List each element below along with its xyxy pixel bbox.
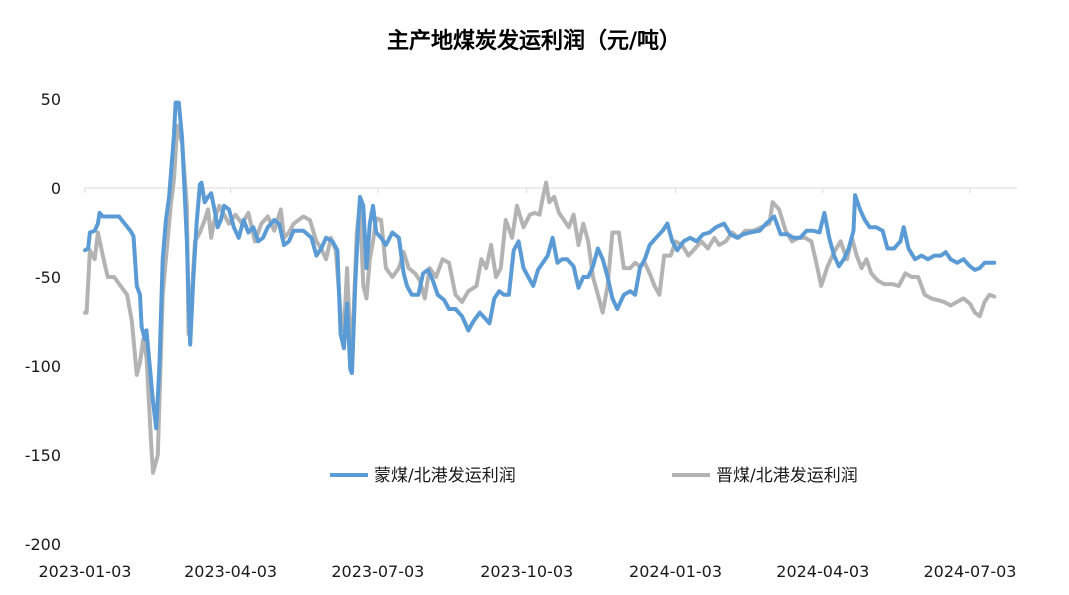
- y-tick-label: -100: [25, 357, 61, 376]
- x-tick-label: 2023-07-03: [331, 562, 424, 581]
- y-tick-label: -50: [35, 268, 61, 287]
- x-tick-label: 2023-10-03: [480, 562, 573, 581]
- x-axis-ticks: 2023-01-03 2023-04-03 2023-07-03 2023-10-03…: [39, 188, 1017, 581]
- series-lines: [83, 100, 997, 475]
- legend: 蒙煤/北港发运利润 晋煤/北港发运利润: [330, 466, 858, 486]
- legend-label: 晋煤/北港发运利润: [716, 466, 858, 486]
- y-tick-label: 50: [41, 90, 61, 109]
- y-tick-label: -150: [25, 446, 61, 465]
- x-tick-label: 2024-04-03: [776, 562, 869, 581]
- y-tick-label: -200: [25, 535, 61, 554]
- x-tick-label: 2023-04-03: [184, 562, 277, 581]
- legend-label: 蒙煤/北港发运利润: [374, 466, 516, 486]
- series-line: [83, 123, 997, 475]
- series-line: [83, 100, 997, 431]
- y-axis-ticks: 50 0 -50 -100 -150 -200: [25, 90, 61, 554]
- x-tick-label: 2023-01-03: [39, 562, 132, 581]
- chart-title: 主产地煤炭发运利润（元/吨）: [387, 28, 681, 54]
- x-tick-label: 2024-07-03: [924, 562, 1017, 581]
- x-tick-label: 2024-01-03: [629, 562, 722, 581]
- y-tick-label: 0: [51, 179, 61, 198]
